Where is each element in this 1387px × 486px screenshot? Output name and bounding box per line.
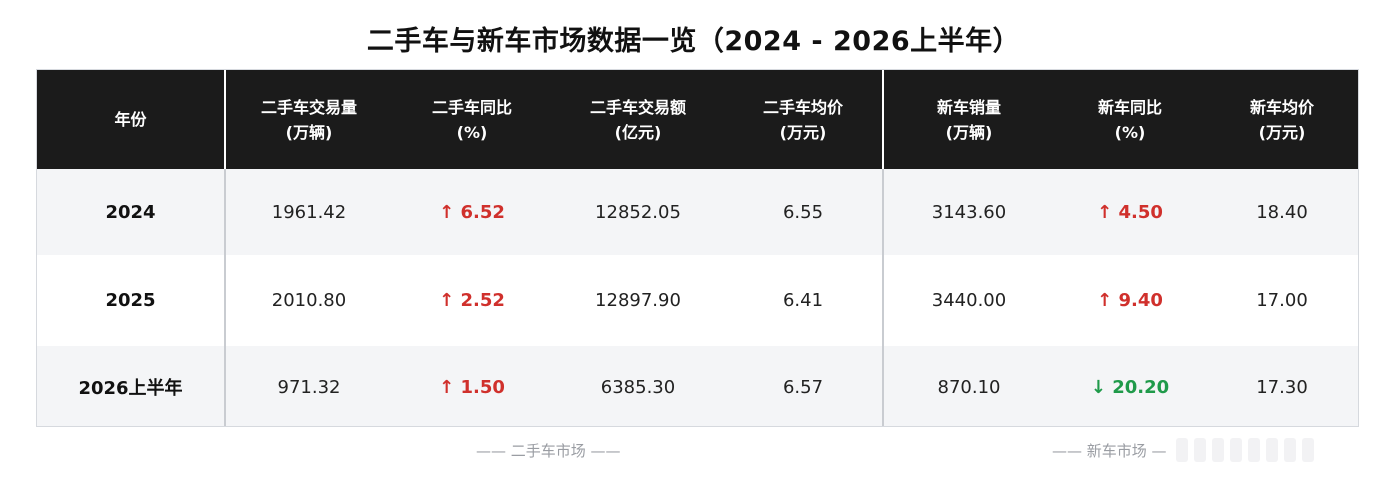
- header-used-avg-price-label: 二手车均价: [762, 97, 843, 117]
- cell-used-amount: 12852.05: [595, 201, 681, 223]
- cell-used-volume: 1961.42: [224, 169, 392, 255]
- header-new-avg-price-label: 新车均价: [1249, 97, 1314, 117]
- cell-used-yoy: ↑ 6.52: [439, 201, 505, 223]
- table-row: 2025 2010.80 ↑ 2.52 12897.90 6.41 3440.0…: [37, 255, 1358, 346]
- cell-used-avg-price: 6.41: [782, 290, 824, 311]
- cell-new-yoy: ↑ 4.50: [1097, 201, 1163, 223]
- cell-used-yoy: ↑ 1.50: [439, 376, 505, 398]
- cell-used-avg-price: 6.55: [782, 201, 824, 223]
- table-header-row: 年份 二手车交易量 (万辆) 二手车同比 (%) 二手车交易额 (亿元) 二手车…: [37, 70, 1358, 169]
- faded-bar: [1212, 438, 1224, 462]
- header-used-volume-label: 二手车交易量: [260, 97, 357, 117]
- cell-year: 2025: [105, 290, 156, 311]
- header-new-sales: 新车销量 (万辆): [882, 70, 1054, 169]
- cell-new-yoy: ↓ 20.20: [1090, 376, 1170, 398]
- table-row: 2024 1961.42 ↑ 6.52 12852.05 6.55 3143.6…: [37, 169, 1358, 255]
- cell-used-volume: 971.32: [224, 346, 392, 426]
- header-new-avg-price: 新车均价 (万元): [1206, 70, 1358, 169]
- header-new-yoy-unit: (%): [1114, 122, 1146, 142]
- header-used-avg-price: 二手车均价 (万元): [724, 70, 882, 169]
- faded-bar: [1248, 438, 1260, 462]
- header-new-yoy-label: 新车同比: [1097, 97, 1162, 117]
- cell-new-avg-price: 18.40: [1256, 201, 1308, 223]
- cell-new-sales: 870.10: [882, 346, 1054, 426]
- cell-used-volume: 2010.80: [224, 255, 392, 346]
- header-used-volume: 二手车交易量 (万辆): [224, 70, 392, 169]
- header-used-amount: 二手车交易额 (亿元): [552, 70, 724, 169]
- header-used-amount-label: 二手车交易额: [589, 97, 686, 117]
- header-new-sales-unit: (万辆): [945, 122, 993, 142]
- faded-bar: [1230, 438, 1242, 462]
- cell-year: 2024: [105, 201, 156, 223]
- table-row: 2026上半年 971.32 ↑ 1.50 6385.30 6.57 870.1…: [37, 346, 1358, 426]
- header-used-yoy-label: 二手车同比: [431, 97, 512, 117]
- new-market-caption: —— 新车市场 —: [1052, 442, 1167, 460]
- cell-year: 2026上半年: [78, 378, 183, 399]
- cell-used-yoy: ↑ 2.52: [439, 290, 505, 311]
- used-market-caption: —— 二手车市场 ——: [476, 442, 621, 460]
- cell-used-amount: 12897.90: [595, 290, 681, 311]
- cell-new-avg-price: 17.30: [1256, 376, 1308, 398]
- cell-new-avg-price: 17.00: [1256, 290, 1308, 311]
- cell-new-sales: 3440.00: [882, 255, 1054, 346]
- data-table: 年份 二手车交易量 (万辆) 二手车同比 (%) 二手车交易额 (亿元) 二手车…: [36, 69, 1359, 427]
- cell-used-avg-price: 6.57: [782, 376, 824, 398]
- faded-bar: [1284, 438, 1296, 462]
- faded-bar: [1194, 438, 1206, 462]
- cell-new-sales: 3143.60: [882, 169, 1054, 255]
- header-new-sales-label: 新车销量: [936, 97, 1001, 117]
- faded-bar: [1176, 438, 1188, 462]
- header-new-yoy: 新车同比 (%): [1054, 70, 1206, 169]
- header-used-yoy: 二手车同比 (%): [392, 70, 552, 169]
- header-used-avg-price-unit: (万元): [779, 122, 827, 142]
- header-new-avg-price-unit: (万元): [1258, 122, 1306, 142]
- header-year-label: 年份: [114, 110, 147, 129]
- faded-overlay: [1176, 428, 1366, 472]
- faded-bar: [1302, 438, 1314, 462]
- faded-bar: [1266, 438, 1278, 462]
- page-title: 二手车与新车市场数据一览（2024 - 2026上半年）: [366, 26, 1021, 57]
- header-used-volume-unit: (万辆): [285, 122, 333, 142]
- header-year: 年份: [37, 70, 224, 169]
- cell-new-yoy: ↑ 9.40: [1097, 290, 1163, 311]
- cell-used-amount: 6385.30: [600, 376, 676, 398]
- header-used-yoy-unit: (%): [456, 122, 488, 142]
- header-used-amount-unit: (亿元): [614, 122, 662, 142]
